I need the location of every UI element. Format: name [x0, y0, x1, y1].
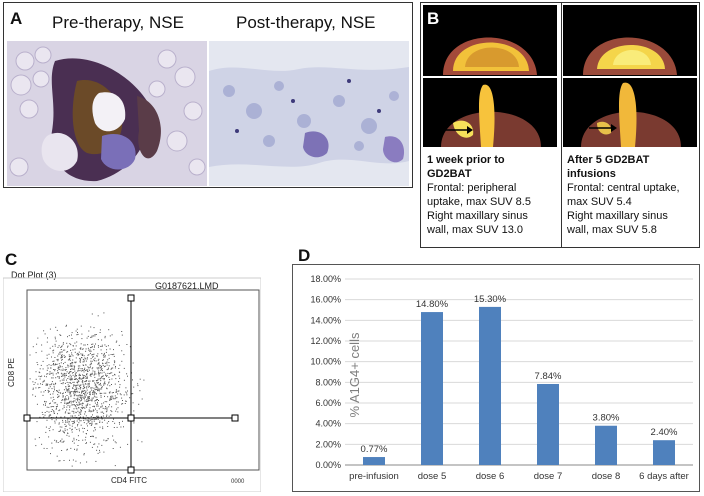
pre-treatment-pet-scan [423, 5, 557, 147]
post-line: Right maxillary sinus [567, 210, 668, 222]
x-tick-label: pre-infusion [349, 471, 399, 482]
y-tick-label: 12.00% [310, 336, 341, 346]
bar [595, 425, 617, 465]
data-label: 7.84% [535, 371, 562, 382]
panel-a: A Pre-therapy, NSE Post-therapy, NSE [3, 2, 413, 188]
y-axis-label: % A1G4+ cells [347, 332, 362, 417]
y-tick-label: 14.00% [310, 315, 341, 325]
arrow-icon [445, 126, 473, 134]
panel-d: 0.00% 2.00% 4.00% 6.00% 8.00% 10.00% 12.00% 14.… [292, 264, 700, 492]
y-tick-label: 4.00% [315, 419, 341, 429]
x-tick-label: dose 7 [534, 471, 563, 482]
post-treatment-pet-scan [563, 5, 697, 147]
y-tick-label: 8.00% [315, 377, 341, 387]
panel-c-label: C [5, 250, 18, 269]
panel-a-label: A [10, 9, 23, 28]
post-line: wall, max SUV 5.8 [567, 224, 657, 236]
pre-line: uptake, max SUV 8.5 [427, 196, 531, 208]
y-tick-label: 16.00% [310, 295, 341, 305]
pre-title-line1: 1 week prior to [427, 154, 505, 166]
x-tick-label: dose 5 [418, 471, 447, 482]
arrow-icon [589, 30, 617, 38]
x-tick-label: dose 8 [592, 471, 621, 482]
x-axis-label: CD4 FITC [111, 476, 147, 485]
pre-therapy-histology-image [7, 41, 207, 186]
data-label: 0.77% [361, 444, 388, 455]
post-line: Frontal: central uptake, [567, 182, 680, 194]
y-tick-label: 10.00% [310, 357, 341, 367]
y-tick-label: 18.00% [310, 274, 341, 284]
bar [479, 306, 501, 465]
pre-treatment-description: 1 week prior to GD2BAT Frontal: peripher… [427, 153, 557, 237]
data-label: 3.80% [593, 413, 620, 424]
post-title-line1: After 5 GD2BAT [567, 154, 650, 166]
dot-plot: 0000 [3, 277, 261, 492]
pre-line: wall, max SUV 13.0 [427, 224, 523, 236]
post-title-line2: infusions [567, 168, 616, 180]
post-therapy-histology-image [209, 41, 409, 186]
divider [561, 3, 562, 247]
bar-chart: 0.00% 2.00% 4.00% 6.00% 8.00% 10.00% 12.00% 14.… [310, 274, 693, 482]
file-id: G0187621.LMD [155, 281, 219, 291]
data-label: 15.30% [474, 294, 507, 305]
data-label: 2.40% [651, 427, 678, 438]
bar [537, 383, 559, 465]
pre-title-line2: GD2BAT [427, 168, 472, 180]
panel-b-label: B [427, 9, 440, 28]
panel-d-label: D [298, 246, 311, 265]
pre-therapy-caption: Pre-therapy, NSE [52, 13, 184, 32]
dot-plot-title: Dot Plot (3) [11, 270, 57, 280]
post-therapy-caption: Post-therapy, NSE [236, 13, 376, 32]
data-label: 14.80% [416, 299, 449, 310]
bar [653, 440, 675, 465]
x-tick-label: dose 6 [476, 471, 505, 482]
panel-b: B 1 week prior to GD2BAT Frontal: periph… [420, 2, 700, 248]
bar [363, 457, 385, 465]
dot-cloud [29, 312, 145, 467]
bar [421, 312, 443, 465]
arrow-icon [589, 124, 617, 132]
arrow-icon [447, 28, 475, 36]
y-tick-label: 6.00% [315, 398, 341, 408]
post-treatment-description: After 5 GD2BAT infusions Frontal: centra… [567, 153, 699, 237]
y-tick-label: 2.00% [315, 439, 341, 449]
svg-text:0000: 0000 [231, 479, 245, 485]
pre-line: Right maxillary sinus [427, 210, 528, 222]
panel-c: C Dot Plot (3) G0187621.LMD CD4 FITC CD8… [3, 250, 261, 492]
y-tick-label: 0.00% [315, 460, 341, 470]
pre-line: Frontal: peripheral [427, 182, 517, 194]
x-tick-label: 6 days after [639, 471, 689, 482]
post-line: max SUV 5.4 [567, 196, 632, 208]
